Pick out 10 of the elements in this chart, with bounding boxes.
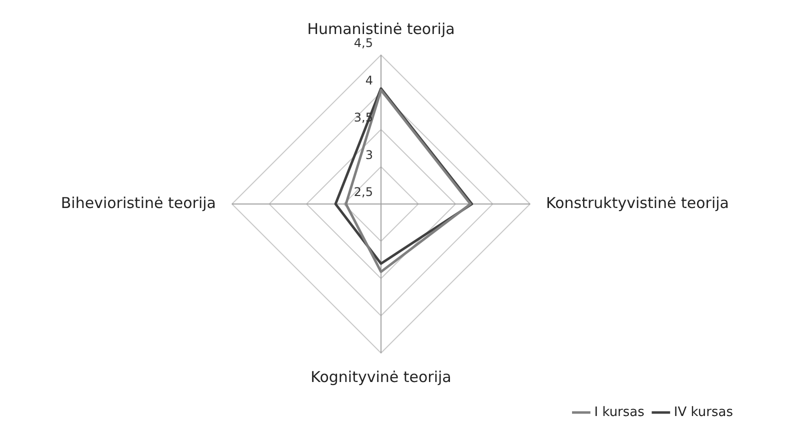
spoke-label: Konstruktyvistinė teorija bbox=[546, 194, 730, 212]
legend-label: I kursas bbox=[594, 404, 645, 420]
spoke-label: Bihevioristinė teorija bbox=[60, 194, 216, 212]
spoke-label: Kognityvinė teorija bbox=[310, 368, 452, 386]
legend-label: IV kursas bbox=[674, 404, 734, 420]
y-tick-label: 2,5 bbox=[354, 185, 373, 200]
spoke-label: Humanistinė teorija bbox=[307, 20, 455, 38]
y-tick-label: 3 bbox=[365, 148, 373, 162]
y-tick-label: 4 bbox=[365, 73, 373, 88]
y-tick-label: 4,5 bbox=[354, 36, 373, 50]
